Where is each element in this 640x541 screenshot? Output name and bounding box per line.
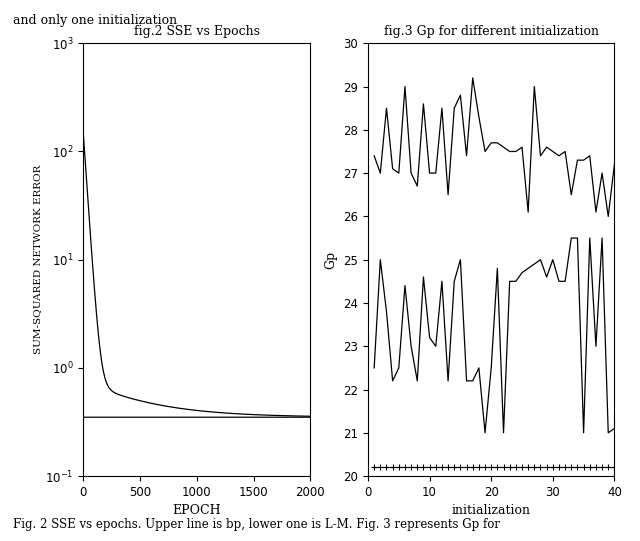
Title: fig.3 Gp for different initialization: fig.3 Gp for different initialization xyxy=(384,25,598,38)
Text: Fig. 2 SSE vs epochs. Upper line is bp, lower one is L-M. Fig. 3 represents Gp f: Fig. 2 SSE vs epochs. Upper line is bp, … xyxy=(13,518,500,531)
X-axis label: initialization: initialization xyxy=(452,504,531,517)
Y-axis label: Gp: Gp xyxy=(324,250,338,269)
Y-axis label: SUM-SQUARED NETWORK ERROR: SUM-SQUARED NETWORK ERROR xyxy=(33,165,42,354)
X-axis label: EPOCH: EPOCH xyxy=(173,504,221,517)
Title: fig.2 SSE vs Epochs: fig.2 SSE vs Epochs xyxy=(134,25,260,38)
Text: and only one initialization: and only one initialization xyxy=(13,14,177,27)
